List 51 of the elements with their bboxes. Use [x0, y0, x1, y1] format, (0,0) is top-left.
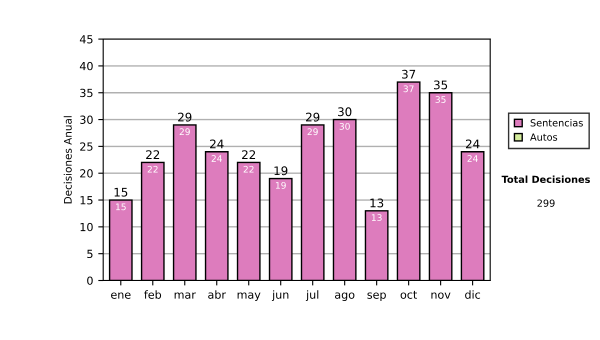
data-label: 35	[436, 96, 446, 103]
data-label: 13	[372, 214, 382, 221]
total-label: 22	[146, 150, 160, 159]
data-label: 22	[244, 166, 254, 173]
data-label: 24	[212, 155, 222, 162]
data-label: 15	[116, 204, 126, 210]
y-tick-label: 40	[80, 62, 93, 70]
y-tick-label: 10	[80, 222, 93, 232]
total-label: 29	[306, 112, 320, 122]
total-label: 37	[402, 70, 416, 79]
total-label: 13	[370, 198, 384, 208]
data-label: 24	[468, 155, 478, 162]
data-label: 29	[180, 128, 190, 136]
text: Total Decisiones	[502, 175, 590, 184]
x-tick-label: mar	[174, 292, 196, 299]
x-tick-label: jun	[272, 290, 288, 301]
total-label: 19	[274, 166, 288, 176]
total-label: 24	[466, 139, 480, 148]
y-tick-label: 20	[80, 169, 93, 178]
y-axis-title: Decisiones Anual	[64, 116, 72, 204]
total-label: 30	[338, 107, 352, 116]
y-tick-label: 30	[80, 116, 93, 124]
y-tick-label: 25	[80, 142, 93, 151]
total-label: 35	[434, 80, 448, 90]
y-tick-label: 45	[80, 35, 93, 44]
x-tick-label: jul	[306, 290, 318, 301]
x-tick-label: sep	[367, 292, 386, 301]
x-tick-label: feb	[144, 290, 162, 299]
y-tick-label: 35	[80, 88, 93, 98]
x-tick-label: oct	[400, 290, 418, 299]
x-tick-label: may	[238, 292, 260, 301]
x-tick-label: nov	[431, 292, 450, 299]
x-tick-label: dic	[465, 290, 480, 299]
x-tick-label: abr	[208, 290, 226, 299]
data-label: 22	[148, 166, 158, 173]
legend-label: Sentencias	[530, 118, 583, 127]
y-tick-label: 5	[87, 250, 93, 258]
y-tick-label: 0	[87, 276, 93, 285]
total-label: 22	[242, 150, 256, 159]
x-tick-label: ago	[335, 292, 354, 301]
data-label: 37	[404, 85, 414, 92]
data-label: 30	[340, 122, 350, 130]
y-tick-label: 15	[80, 196, 93, 204]
data-label: 19	[276, 182, 286, 189]
data-label: 29	[308, 128, 318, 136]
x-tick-label: ene	[111, 292, 131, 299]
legend-label: Autos	[530, 134, 558, 141]
total-label: 15	[114, 188, 128, 197]
total-label: 24	[210, 139, 224, 148]
text: 299	[537, 199, 555, 207]
total-label: 29	[178, 112, 192, 122]
